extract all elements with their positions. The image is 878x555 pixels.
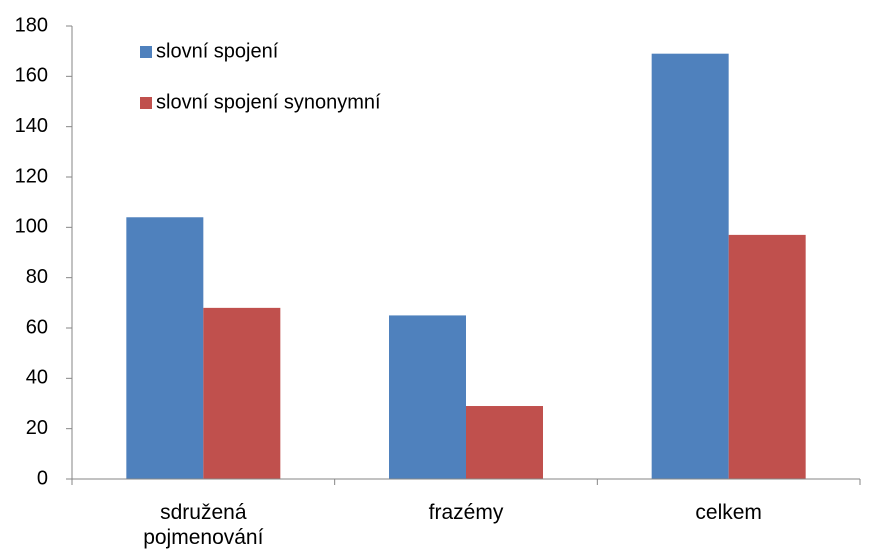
y-tick-label: 0 [37, 467, 48, 489]
y-tick-label: 180 [15, 14, 48, 36]
y-tick-label: 120 [15, 165, 48, 187]
y-tick-label: 80 [26, 266, 48, 288]
legend-label: slovní spojení [156, 40, 279, 62]
legend-label: slovní spojení synonymní [156, 91, 381, 113]
legend-swatch [140, 46, 152, 58]
x-tick-label: celkem [695, 501, 762, 524]
bar [126, 217, 204, 479]
x-tick-label: sdružená pojmenování [143, 501, 264, 549]
bar [203, 307, 281, 479]
y-tick-label: 100 [15, 216, 48, 238]
y-tick-label: 20 [26, 417, 48, 439]
y-tick-label: 140 [15, 115, 48, 137]
bar [651, 53, 729, 479]
bar [728, 234, 806, 479]
bar [466, 406, 543, 479]
y-tick-label: 60 [26, 316, 48, 338]
x-tick-label: frazémy [428, 501, 504, 524]
y-tick-label: 160 [15, 65, 48, 87]
bar [389, 315, 466, 479]
legend-swatch [140, 97, 152, 109]
y-tick-label: 40 [26, 367, 48, 389]
